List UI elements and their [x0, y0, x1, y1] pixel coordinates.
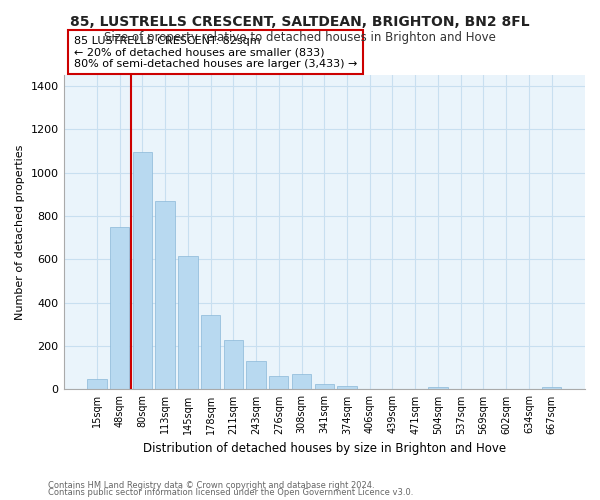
Y-axis label: Number of detached properties: Number of detached properties [15, 144, 25, 320]
Bar [428, 387, 448, 390]
Bar [269, 376, 289, 390]
Bar [87, 378, 107, 390]
Text: Contains HM Land Registry data © Crown copyright and database right 2024.: Contains HM Land Registry data © Crown c… [48, 480, 374, 490]
Bar [247, 361, 266, 390]
Text: 85 LUSTRELLS CRESCENT: 82sqm
← 20% of detached houses are smaller (833)
80% of s: 85 LUSTRELLS CRESCENT: 82sqm ← 20% of de… [74, 36, 358, 68]
Bar [155, 201, 175, 390]
Text: Contains public sector information licensed under the Open Government Licence v3: Contains public sector information licen… [48, 488, 413, 497]
Text: Size of property relative to detached houses in Brighton and Hove: Size of property relative to detached ho… [104, 31, 496, 44]
Text: 85, LUSTRELLS CRESCENT, SALTDEAN, BRIGHTON, BN2 8FL: 85, LUSTRELLS CRESCENT, SALTDEAN, BRIGHT… [70, 16, 530, 30]
Bar [224, 340, 243, 390]
Bar [314, 384, 334, 390]
Bar [201, 314, 220, 390]
Bar [178, 256, 197, 390]
Bar [110, 227, 130, 390]
X-axis label: Distribution of detached houses by size in Brighton and Hove: Distribution of detached houses by size … [143, 442, 506, 455]
Bar [292, 374, 311, 390]
Bar [133, 152, 152, 390]
Bar [542, 387, 561, 390]
Bar [337, 386, 356, 390]
